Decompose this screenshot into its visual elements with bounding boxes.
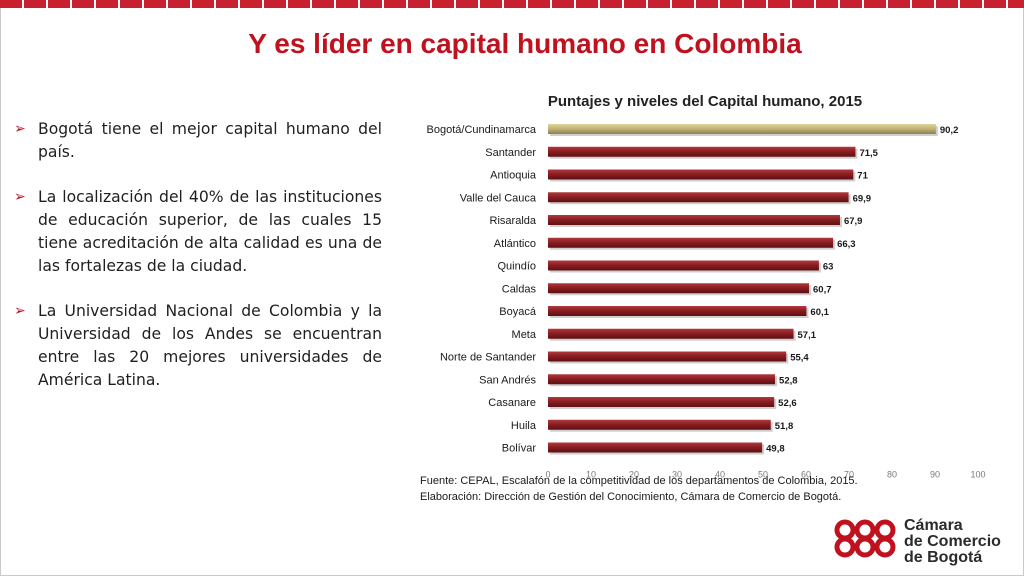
data-label: 60,1: [810, 307, 829, 318]
bar: [548, 215, 840, 225]
bar-chart: Bogotá/Cundinamarca 90,2 Santander 71,5 Anti…: [427, 124, 986, 478]
x-tick-label: 70: [844, 469, 854, 478]
arrow-bullet-icon: ➢: [14, 303, 26, 319]
data-label: 71,5: [859, 148, 878, 159]
data-label: 52,6: [778, 398, 797, 409]
top-accent-bar: [0, 0, 1024, 8]
bar: [548, 146, 856, 157]
bullet-item: ➢ Bogotá tiene el mejor capital humano d…: [14, 118, 382, 164]
bullet-item: ➢ La localización del 40% de las institu…: [14, 186, 382, 278]
bar: [548, 442, 763, 453]
bar: [548, 397, 775, 407]
arrow-bullet-icon: ➢: [14, 121, 26, 137]
category-label: Valle del Cauca: [460, 192, 537, 204]
bar-highlight: [548, 124, 936, 134]
category-label: Santander: [485, 147, 536, 159]
source-line: Fuente: CEPAL, Escalafón de la competiti…: [420, 475, 858, 487]
bar: [548, 237, 834, 248]
category-label: Caldas: [502, 283, 537, 295]
category-label: Risaralda: [490, 215, 537, 227]
logo-line: de Comercio: [904, 533, 1001, 550]
x-tick-label: 60: [801, 469, 811, 478]
bar: [548, 283, 810, 294]
category-label: Meta: [512, 329, 537, 341]
bar: [548, 328, 794, 339]
chamber-logo-icon: [834, 519, 896, 558]
data-label: 52,8: [779, 375, 798, 386]
data-label: 49,8: [766, 444, 785, 455]
data-label: 66,3: [837, 239, 856, 250]
bar: [548, 192, 849, 203]
logo-wordmark: Cámara de Comercio de Bogotá: [904, 518, 1001, 566]
elaboration-line: Elaboración: Dirección de Gestión del Co…: [420, 491, 842, 503]
x-tick-label: 80: [887, 469, 897, 478]
bullet-item: ➢ La Universidad Nacional de Colombia y …: [14, 300, 382, 392]
bullet-text: La Universidad Nacional de Colombia y la…: [38, 302, 382, 389]
category-label: Casanare: [488, 397, 536, 409]
bar: [548, 374, 776, 385]
data-label: 90,2: [940, 125, 959, 136]
category-label: San Andrés: [479, 374, 536, 386]
data-label: 71: [857, 171, 868, 182]
data-label: 57,1: [798, 330, 817, 341]
x-tick-label: 100: [970, 469, 985, 478]
arrow-bullet-icon: ➢: [14, 189, 26, 205]
bar: [548, 306, 807, 316]
category-label: Huila: [511, 420, 537, 432]
bullet-text: Bogotá tiene el mejor capital humano del…: [38, 120, 382, 161]
category-label: Atlántico: [494, 238, 536, 250]
source-note: Fuente: CEPAL, Escalafón de la competiti…: [420, 473, 940, 505]
x-tick-label: 0: [545, 469, 550, 478]
bar: [548, 260, 819, 271]
category-label: Bolívar: [502, 443, 537, 455]
category-label: Antioquia: [490, 170, 537, 182]
slide-title: Y es líder en capital humano en Colombia: [248, 28, 802, 59]
bullet-list: ➢ Bogotá tiene el mejor capital humano d…: [14, 118, 382, 414]
x-tick-label: 40: [715, 469, 725, 478]
data-label: 69,9: [853, 193, 872, 204]
category-label: Boyacá: [499, 306, 537, 318]
x-tick-label: 20: [629, 469, 639, 478]
category-label: Quindío: [497, 261, 536, 273]
data-label: 55,4: [790, 353, 809, 364]
x-tick-label: 50: [758, 469, 768, 478]
x-tick-label: 10: [586, 469, 596, 478]
category-label: Norte de Santander: [440, 352, 536, 364]
logo-line: Cámara: [904, 517, 963, 534]
x-tick-label: 90: [930, 469, 940, 478]
category-label: Bogotá/Cundinamarca: [427, 124, 537, 136]
data-label: 51,8: [775, 421, 794, 432]
bar: [548, 419, 771, 430]
chart-title: Puntajes y niveles del Capital humano, 2…: [547, 93, 863, 110]
bar: [548, 169, 854, 180]
data-label: 60,7: [813, 284, 832, 295]
bar: [548, 351, 787, 362]
data-label: 63: [823, 262, 834, 273]
bullet-text: La localización del 40% de las instituci…: [38, 188, 382, 275]
logo-line: de Bogotá: [904, 549, 983, 566]
data-label: 67,9: [844, 216, 863, 227]
x-tick-label: 30: [672, 469, 682, 478]
